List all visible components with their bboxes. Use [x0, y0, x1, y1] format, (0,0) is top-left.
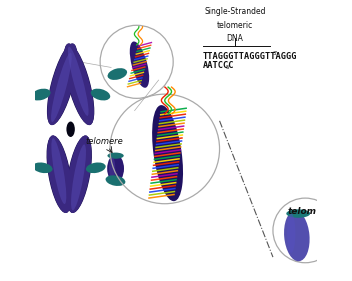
Ellipse shape [66, 135, 92, 213]
Ellipse shape [67, 135, 92, 213]
Ellipse shape [47, 44, 77, 125]
Text: DNA: DNA [227, 34, 244, 43]
Ellipse shape [46, 135, 72, 213]
Ellipse shape [64, 44, 94, 125]
Ellipse shape [47, 135, 72, 213]
Ellipse shape [51, 138, 66, 204]
Ellipse shape [47, 44, 77, 125]
Text: 3': 3' [272, 51, 277, 56]
Ellipse shape [91, 89, 110, 100]
Text: 5': 5' [226, 65, 231, 70]
Ellipse shape [33, 162, 52, 173]
Ellipse shape [107, 155, 124, 183]
Ellipse shape [67, 121, 75, 137]
Ellipse shape [109, 157, 115, 180]
Ellipse shape [108, 68, 127, 80]
Ellipse shape [286, 209, 310, 218]
Ellipse shape [107, 153, 124, 159]
Text: telomere: telomere [86, 137, 123, 146]
Ellipse shape [68, 47, 89, 116]
Ellipse shape [86, 162, 106, 173]
Ellipse shape [51, 53, 72, 122]
Ellipse shape [71, 144, 86, 210]
Ellipse shape [284, 211, 310, 261]
Text: AATCCC: AATCCC [203, 61, 234, 70]
Ellipse shape [14, 68, 34, 80]
Ellipse shape [130, 42, 149, 88]
Ellipse shape [287, 214, 295, 253]
Ellipse shape [152, 105, 183, 201]
Text: TTAGGGTTAGGGTTAGGG: TTAGGGTTAGGGTTAGGG [203, 52, 297, 61]
Ellipse shape [31, 89, 51, 100]
Ellipse shape [13, 175, 33, 186]
Ellipse shape [64, 44, 94, 125]
Ellipse shape [106, 175, 125, 186]
Text: telomeric: telomeric [217, 21, 253, 30]
Text: telom: telom [288, 207, 317, 216]
Text: Single-Stranded: Single-Stranded [204, 7, 266, 16]
